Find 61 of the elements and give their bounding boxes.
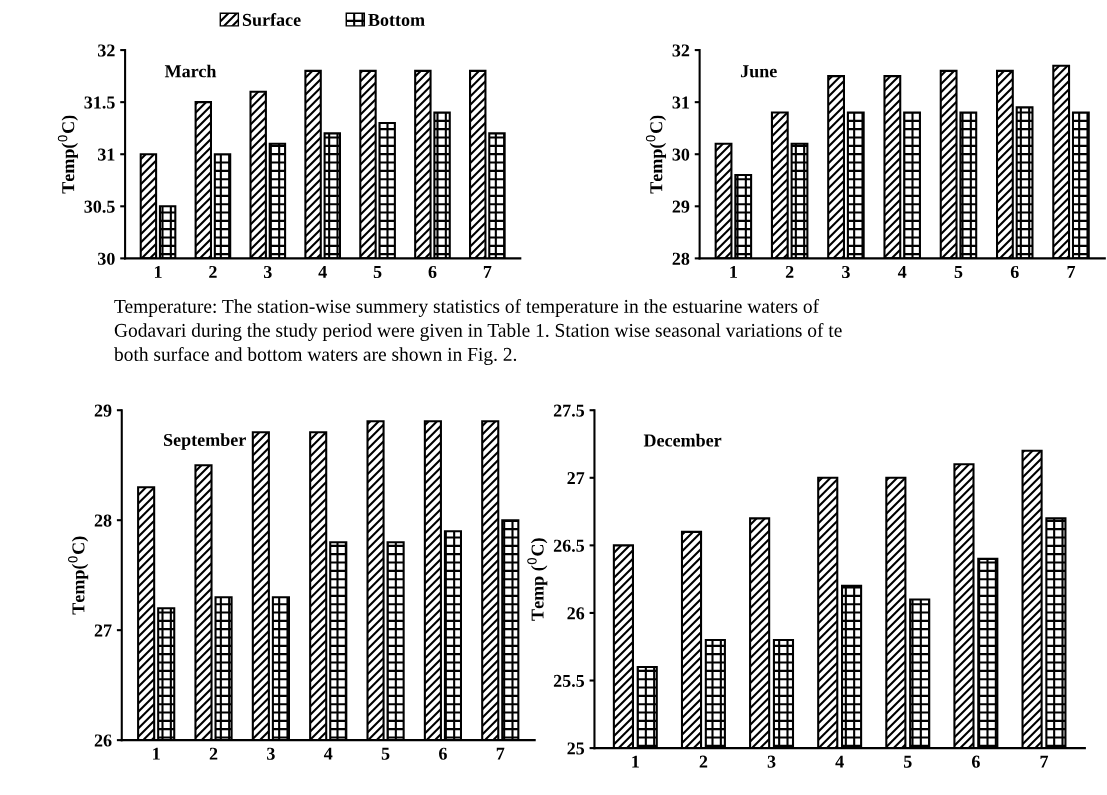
x-tick-label: 5	[373, 266, 382, 279]
y-tick-label: 25	[567, 742, 585, 755]
x-tick-label: 5	[381, 747, 390, 760]
x-tick-label: 4	[835, 755, 844, 768]
x-tick-label: 2	[209, 747, 218, 760]
x-tick-label: 6	[428, 265, 437, 279]
text: March	[164, 64, 217, 78]
x-tick-label: 3	[842, 265, 850, 279]
y-tick-label: 32	[672, 44, 690, 57]
text: both surface and bottom waters are shown in Fig. 2.	[114, 347, 517, 365]
y-tick-label: 27.5	[553, 404, 585, 417]
x-tick-label: 7	[1040, 755, 1049, 768]
legend-label: Bottom	[368, 14, 425, 26]
y-axis-title: Temp ($^{0}$C)	[527, 538, 548, 621]
x-tick-label: 6	[1010, 265, 1019, 279]
text: September	[164, 433, 246, 450]
y-tick-label: 29	[94, 404, 112, 417]
y-tick-label: 31.5	[84, 96, 115, 109]
y-tick-label: 30.5	[84, 200, 115, 213]
x-tick-label: 3	[267, 747, 275, 760]
y-axis-title: Temp($^{0}$C)	[68, 536, 89, 615]
x-tick-label: 4	[323, 747, 333, 760]
x-tick-label: 1	[632, 755, 639, 768]
y-tick-label: 28	[94, 514, 112, 527]
y-tick-label: 26	[567, 607, 585, 620]
y-tick-label: 27	[94, 624, 112, 637]
text: December	[643, 433, 722, 447]
y-axis-title: Temp($^{0}$C)	[645, 115, 667, 194]
y-tick-label: 28	[672, 252, 690, 265]
y-tick-label: 31	[97, 148, 115, 161]
legend-label: Surface	[242, 13, 301, 27]
x-tick-label: 3	[263, 265, 272, 279]
x-tick-label: 1	[153, 747, 160, 760]
x-tick-label: 3	[767, 755, 776, 768]
text: Godavari during the study period were given in Table 1. Station wise seasonal variations of te	[114, 323, 842, 341]
x-tick-label: 6	[971, 755, 980, 768]
y-tick-label: 31	[672, 96, 689, 109]
x-tick-label: 6	[439, 747, 447, 760]
x-tick-label: 5	[954, 266, 963, 279]
x-tick-label: 7	[496, 747, 505, 760]
x-tick-label: 7	[483, 266, 492, 278]
x-tick-label: 2	[209, 265, 217, 278]
y-tick-label: 32	[97, 44, 115, 57]
y-tick-label: 27	[567, 472, 585, 485]
y-tick-label: 30	[672, 148, 690, 161]
x-tick-label: 4	[897, 265, 907, 278]
y-tick-label: 30	[97, 252, 115, 265]
y-tick-label: 26.5	[553, 539, 585, 552]
x-tick-label: 1	[154, 265, 162, 278]
x-tick-label: 7	[1067, 266, 1076, 278]
y-tick-label: 25.5	[553, 674, 585, 688]
text: Temperature: The station-wise summery statistics of temperature in the estuarine waters of	[114, 299, 820, 317]
y-axis-title: Temp($^{0}$C)	[57, 115, 78, 194]
x-tick-label: 1	[730, 265, 737, 278]
y-tick-label: 29	[672, 200, 690, 213]
x-tick-label: 2	[785, 265, 794, 278]
x-tick-label: 2	[699, 755, 708, 768]
text: June	[740, 65, 777, 78]
x-tick-label: 4	[318, 265, 327, 278]
x-tick-label: 5	[903, 755, 912, 768]
y-tick-label: 26	[94, 734, 112, 747]
